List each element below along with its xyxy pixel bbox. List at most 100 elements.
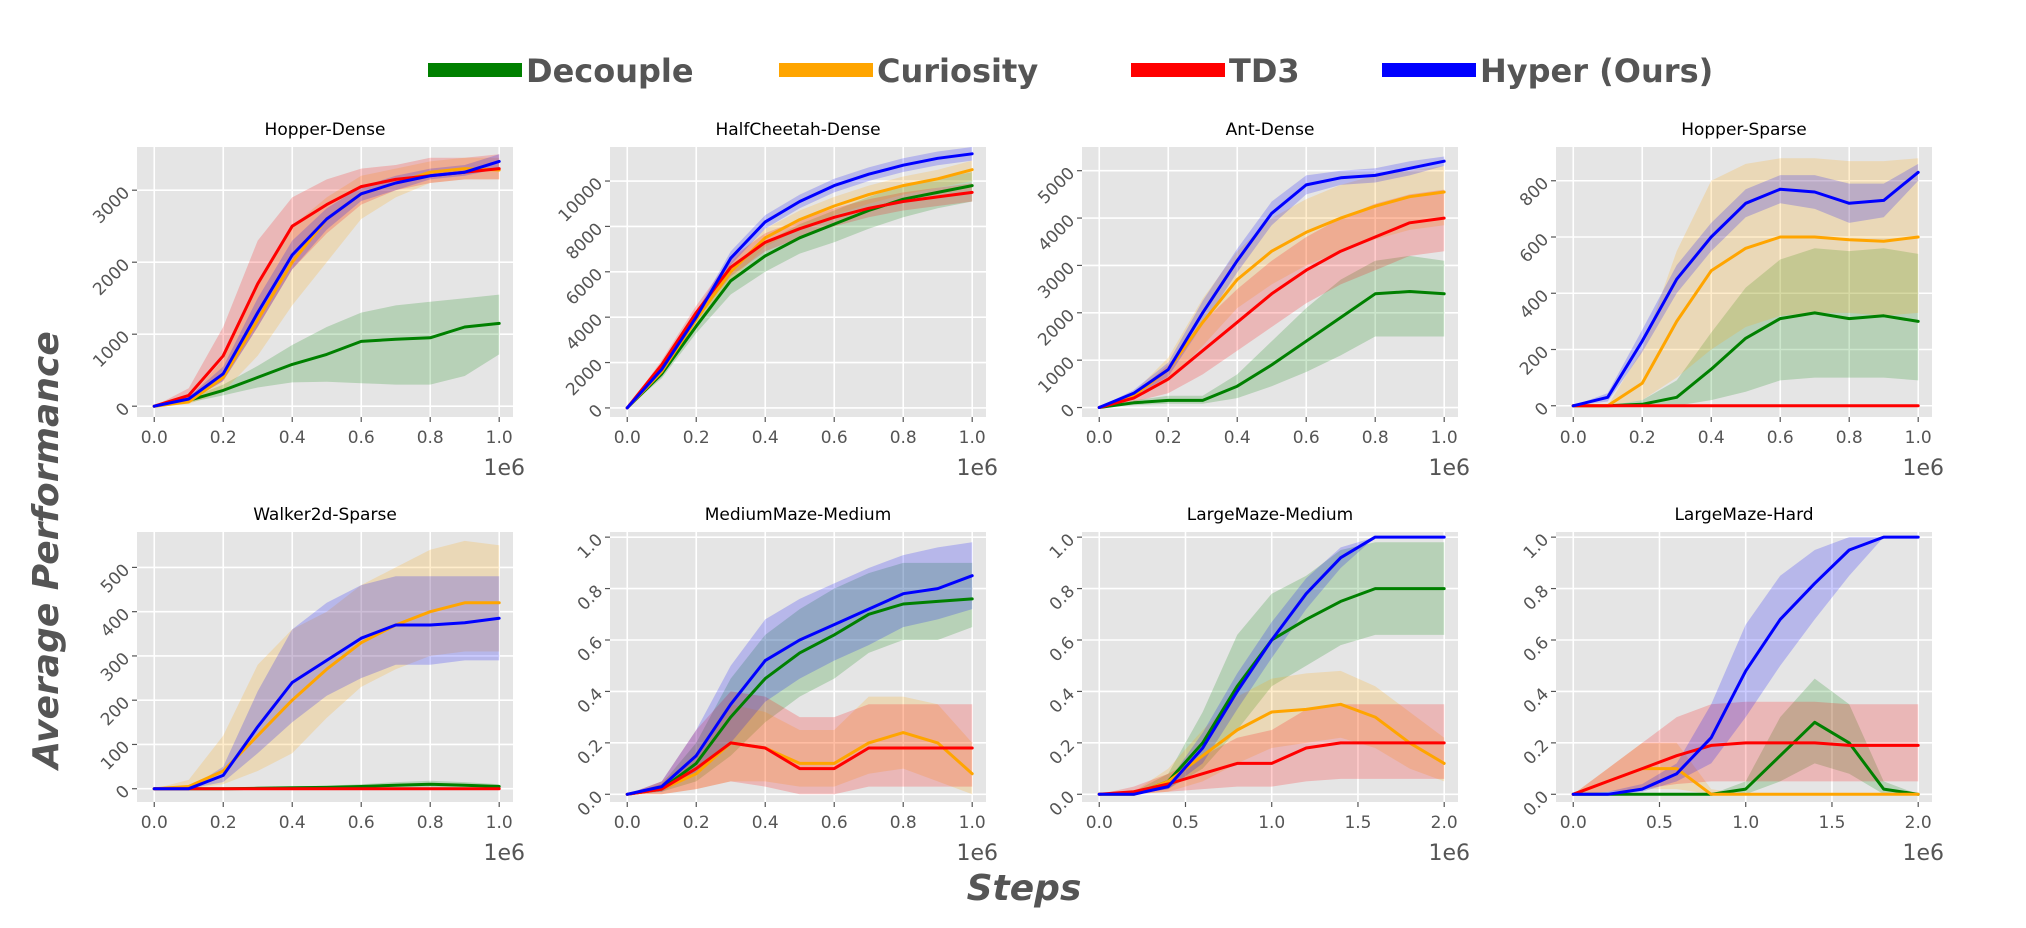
y-tick-label: 0.2: [574, 736, 607, 769]
y-tick-label: 0.2: [1520, 736, 1553, 769]
x-tick-label: 0.5: [1172, 813, 1199, 833]
band-curiosity: [1573, 158, 1919, 406]
line-hyper-ours: [152, 616, 501, 791]
line-td3: [1097, 216, 1446, 409]
x-tick-label: 0.2: [683, 813, 710, 833]
band-decouple: [154, 780, 500, 789]
y-tick-label: 600: [1516, 230, 1553, 267]
x-tick-label: 0.2: [210, 428, 237, 448]
y-tick-label: 500: [97, 560, 134, 597]
line-hyper-ours: [152, 159, 501, 408]
band-curiosity: [627, 696, 973, 795]
panel-title: MediumMaze-Medium: [705, 505, 892, 525]
x-tick-label: 1.0: [1258, 813, 1285, 833]
x-tick-label: 2.0: [1431, 813, 1458, 833]
band-td3: [1099, 704, 1445, 795]
legend-swatch-hyper-ours: [1382, 63, 1476, 77]
x-tick-label: 0.4: [1224, 428, 1251, 448]
x-tick-label: 0.4: [279, 428, 306, 448]
y-tick-label: 100: [97, 737, 134, 774]
panel-ant-dense: Ant-Dense 0.0 0.2 0.4 0.6 0.8 1.0 0100020003000…: [1034, 120, 1470, 481]
y-tick-label: 10000: [555, 174, 607, 226]
y-tick-label: 0.2: [1046, 736, 1079, 769]
x-tick-label: 0.8: [1362, 428, 1389, 448]
line-td3: [1571, 741, 1920, 796]
panel-walker2d-sparse: Walker2d-Sparse 0.0 0.2 0.4 0.6 0.8 1.0 0 100 200…: [97, 505, 525, 866]
y-tick-label: 0.6: [1520, 633, 1553, 666]
y-tick-label: 0.4: [574, 684, 607, 717]
y-tick-label: 0.0: [1046, 787, 1079, 820]
series-layer: [625, 542, 974, 796]
y-tick-label: 400: [97, 605, 134, 642]
panel-title: LargeMaze-Hard: [1674, 505, 1813, 525]
band-decouple: [1573, 248, 1919, 406]
y-tick-label: 0: [112, 782, 134, 804]
band-decouple: [627, 562, 973, 795]
x-tick-label: 0.8: [417, 428, 444, 448]
x-tick-label: 2.0: [1905, 813, 1932, 833]
line-decouple: [1571, 720, 1920, 796]
y-tick-label: 2000: [89, 255, 134, 300]
x-tick-label: 0.0: [141, 813, 168, 833]
y-tick-label: 0.0: [574, 787, 607, 820]
x-offset-label: 1e6: [1428, 841, 1470, 866]
y-tick-label: 4000: [1034, 211, 1079, 256]
line-curiosity: [1571, 235, 1920, 408]
panel-title: LargeMaze-Medium: [1187, 505, 1353, 525]
y-tick-label: 0.8: [1520, 582, 1553, 615]
x-tick-label: 0.6: [348, 813, 375, 833]
line-curiosity: [625, 731, 974, 796]
y-tick-label: 0.0: [1520, 787, 1553, 820]
plot-area: [137, 532, 513, 802]
plot-area: [610, 532, 986, 802]
legend-swatch-td3: [1131, 63, 1225, 77]
x-offset-label: 1e6: [1428, 456, 1470, 481]
y-tick-label: 0.6: [1046, 633, 1079, 666]
line-hyper-ours: [1571, 170, 1920, 408]
y-tick-label: 6000: [562, 265, 607, 310]
plot-area: [1082, 147, 1458, 417]
y-tick-label: 0.4: [1520, 684, 1553, 717]
y-tick-label: 0.8: [574, 582, 607, 615]
y-tick-label: 0: [112, 399, 134, 421]
x-tick-label: 0.0: [1086, 813, 1113, 833]
line-decouple: [152, 321, 501, 408]
y-tick-label: 200: [1516, 342, 1553, 379]
x-tick-label: 0.0: [1086, 428, 1113, 448]
y-tick-label: 0: [585, 401, 607, 423]
panel-largemaze-hard: LargeMaze-Hard 0.0 0.5 1.0 1.5 2.0 0.0 0.2 0.4 0.…: [1520, 505, 1944, 866]
band-hyper-ours: [1573, 537, 1919, 795]
x-tick-label: 0.0: [1560, 428, 1587, 448]
panel-hopper-sparse: Hopper-Sparse 0.0 0.2 0.4 0.6 0.8 1.0 0 200 400 60…: [1516, 120, 1944, 481]
x-tick-label: 0.0: [141, 428, 168, 448]
y-tick-label: 1.0: [1046, 530, 1079, 563]
line-td3: [1097, 741, 1446, 796]
band-td3: [627, 691, 973, 795]
series-layer: [625, 147, 974, 410]
y-tick-label: 0: [1531, 399, 1553, 421]
legend-entry-curiosity: Curiosity: [779, 52, 1038, 90]
y-tick-label: 200: [97, 693, 134, 730]
x-tick-label: 1.0: [1431, 428, 1458, 448]
x-tick-label: 1.5: [1344, 813, 1371, 833]
x-tick-label: 0.6: [348, 428, 375, 448]
legend-swatch-curiosity: [779, 63, 873, 77]
y-tick-label: 1000: [1034, 353, 1079, 398]
panel-mediummaze-medium: MediumMaze-Medium 0.0 0.2 0.4 0.6 0.8 1.0 0.0 0.…: [574, 505, 998, 866]
y-tick-label: 0.8: [1046, 582, 1079, 615]
x-offset-label: 1e6: [956, 456, 998, 481]
line-hyper-ours: [1571, 535, 1920, 796]
y-tick-label: 400: [1516, 286, 1553, 323]
line-decouple: [1097, 290, 1446, 409]
panel-hopper-dense: Hopper-Dense 0.0 0.2 0.4 0.6 0.8 1.0 0 1000 2000 3…: [89, 120, 525, 481]
line-td3: [625, 190, 974, 410]
x-tick-label: 1.0: [959, 813, 986, 833]
panel-title: HalfCheetah-Dense: [715, 120, 880, 140]
x-tick-label: 0.4: [1698, 428, 1725, 448]
x-offset-label: 1e6: [483, 456, 525, 481]
band-curiosity: [154, 540, 500, 789]
panel-title: Hopper-Sparse: [1681, 120, 1807, 140]
x-axis-title: Steps: [967, 868, 1082, 909]
panel-title: Hopper-Dense: [265, 120, 386, 140]
